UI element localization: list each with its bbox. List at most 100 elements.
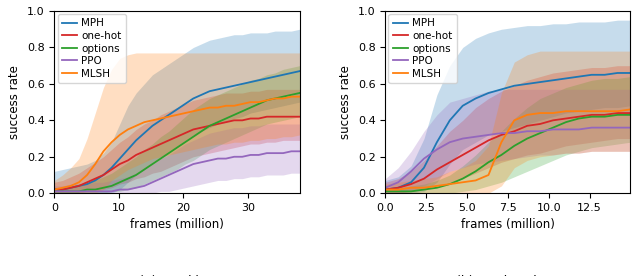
MLSH [549, 112, 557, 115]
one-hot [549, 119, 557, 122]
options [116, 181, 124, 184]
PPO [189, 162, 197, 166]
one-hot [255, 117, 262, 120]
PPO [124, 188, 132, 191]
MLSH [214, 106, 221, 109]
options [67, 190, 75, 193]
MLSH [420, 186, 428, 189]
MPH [255, 79, 262, 82]
Line: PPO: PPO [385, 128, 630, 188]
MLSH [511, 119, 518, 122]
one-hot [214, 122, 221, 126]
MLSH [263, 99, 271, 102]
PPO [230, 155, 238, 158]
one-hot [287, 115, 295, 118]
one-hot [407, 182, 415, 186]
MLSH [239, 102, 246, 106]
MPH [279, 73, 287, 76]
MLSH [497, 140, 505, 144]
PPO [381, 186, 389, 189]
options [549, 126, 557, 129]
MPH [214, 88, 221, 91]
options [575, 117, 582, 120]
MPH [67, 186, 75, 189]
MLSH [59, 186, 67, 189]
options [92, 188, 99, 191]
MLSH [407, 186, 415, 189]
MLSH [614, 110, 621, 113]
MPH [83, 182, 91, 186]
MPH [148, 124, 156, 128]
MLSH [222, 104, 230, 107]
MPH [446, 119, 454, 122]
Legend: MPH, one-hot, options, PPO, MLSH: MPH, one-hot, options, PPO, MLSH [58, 14, 126, 83]
MPH [239, 82, 246, 86]
MLSH [181, 112, 189, 115]
MLSH [296, 95, 303, 98]
PPO [140, 184, 148, 188]
options [59, 190, 67, 193]
one-hot [446, 161, 454, 164]
one-hot [575, 115, 582, 118]
one-hot [173, 135, 180, 138]
options [181, 140, 189, 144]
PPO [148, 181, 156, 184]
MLSH [148, 119, 156, 122]
PPO [67, 190, 75, 193]
options [407, 190, 415, 193]
MPH [601, 73, 609, 76]
one-hot [627, 112, 634, 115]
one-hot [263, 115, 271, 118]
one-hot [271, 115, 279, 118]
options [198, 130, 205, 133]
options [263, 99, 271, 102]
PPO [446, 140, 454, 144]
options [140, 168, 148, 171]
Line: options: options [385, 115, 630, 191]
options [51, 190, 58, 193]
options [75, 190, 83, 193]
MLSH [157, 117, 164, 120]
options [588, 115, 596, 118]
one-hot [394, 186, 402, 189]
MPH [381, 188, 389, 191]
MPH [536, 80, 544, 84]
one-hot [181, 131, 189, 135]
MLSH [433, 184, 441, 188]
one-hot [433, 168, 441, 171]
MPH [614, 71, 621, 75]
MPH [549, 79, 557, 82]
MLSH [83, 173, 91, 177]
MPH [59, 188, 67, 191]
one-hot [124, 159, 132, 162]
MPH [165, 113, 173, 116]
PPO [116, 188, 124, 191]
MPH [575, 75, 582, 78]
MLSH [67, 184, 75, 188]
PPO [433, 148, 441, 151]
one-hot [524, 124, 531, 128]
one-hot [497, 133, 505, 137]
MLSH [108, 140, 115, 144]
MLSH [124, 128, 132, 131]
MLSH [446, 182, 454, 186]
options [420, 188, 428, 191]
options [279, 95, 287, 98]
one-hot [472, 146, 479, 149]
PPO [132, 186, 140, 189]
PPO [83, 190, 91, 193]
MPH [497, 88, 505, 91]
PPO [214, 157, 221, 160]
MPH [484, 91, 492, 95]
one-hot [165, 139, 173, 142]
MPH [206, 89, 214, 93]
options [394, 190, 402, 193]
one-hot [51, 188, 58, 191]
options [511, 144, 518, 147]
Y-axis label: success rate: success rate [8, 65, 21, 139]
PPO [173, 170, 180, 173]
Legend: MPH, one-hot, options, PPO, MLSH: MPH, one-hot, options, PPO, MLSH [388, 14, 457, 83]
one-hot [132, 153, 140, 156]
Line: one-hot: one-hot [385, 113, 630, 190]
one-hot [459, 153, 467, 156]
